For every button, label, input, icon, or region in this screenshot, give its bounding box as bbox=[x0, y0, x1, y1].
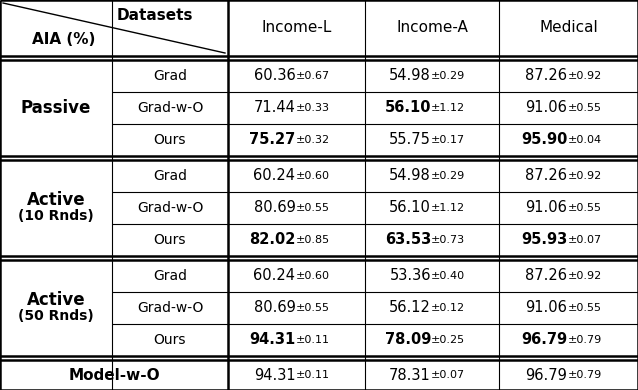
Text: ±1.12: ±1.12 bbox=[431, 103, 465, 113]
Text: ±0.67: ±0.67 bbox=[295, 71, 330, 81]
Text: ±0.29: ±0.29 bbox=[431, 71, 465, 81]
Text: ±0.11: ±0.11 bbox=[295, 335, 329, 345]
Text: 54.98: 54.98 bbox=[389, 168, 431, 184]
Text: 78.31: 78.31 bbox=[389, 367, 431, 383]
Text: ±0.79: ±0.79 bbox=[567, 370, 602, 380]
Text: ±0.55: ±0.55 bbox=[295, 303, 329, 313]
Text: 94.31: 94.31 bbox=[254, 367, 295, 383]
Text: 55.75: 55.75 bbox=[389, 133, 431, 147]
Text: 91.06: 91.06 bbox=[526, 101, 567, 115]
Text: ±0.29: ±0.29 bbox=[431, 171, 465, 181]
Text: 75.27: 75.27 bbox=[249, 133, 295, 147]
Text: 80.69: 80.69 bbox=[254, 301, 295, 316]
Text: ±0.55: ±0.55 bbox=[567, 203, 602, 213]
Text: AIA (%): AIA (%) bbox=[32, 32, 96, 48]
Text: 63.53: 63.53 bbox=[385, 232, 431, 248]
Text: ±0.04: ±0.04 bbox=[567, 135, 602, 145]
Text: 87.26: 87.26 bbox=[526, 69, 567, 83]
Text: ±0.60: ±0.60 bbox=[295, 171, 329, 181]
Text: 96.79: 96.79 bbox=[526, 367, 567, 383]
Text: 91.06: 91.06 bbox=[526, 200, 567, 216]
Text: Datasets: Datasets bbox=[117, 9, 193, 23]
Text: 56.10: 56.10 bbox=[385, 101, 431, 115]
Text: 56.12: 56.12 bbox=[389, 301, 431, 316]
Text: ±0.12: ±0.12 bbox=[431, 303, 465, 313]
Text: 60.36: 60.36 bbox=[254, 69, 295, 83]
Text: 56.10: 56.10 bbox=[389, 200, 431, 216]
Text: 87.26: 87.26 bbox=[526, 268, 567, 284]
Text: Income-A: Income-A bbox=[396, 21, 468, 35]
Text: ±0.79: ±0.79 bbox=[567, 335, 602, 345]
Text: 60.24: 60.24 bbox=[253, 268, 295, 284]
Text: ±0.55: ±0.55 bbox=[295, 203, 329, 213]
Text: Grad-w-O: Grad-w-O bbox=[137, 301, 203, 315]
Text: Active: Active bbox=[27, 291, 85, 309]
Text: ±0.25: ±0.25 bbox=[431, 335, 465, 345]
Text: Medical: Medical bbox=[539, 21, 598, 35]
Text: ±0.85: ±0.85 bbox=[295, 235, 330, 245]
Text: 53.36: 53.36 bbox=[390, 268, 431, 284]
Text: 71.44: 71.44 bbox=[254, 101, 295, 115]
Text: 60.24: 60.24 bbox=[253, 168, 295, 184]
Text: 78.09: 78.09 bbox=[385, 333, 431, 347]
Text: ±0.33: ±0.33 bbox=[295, 103, 329, 113]
Text: ±0.92: ±0.92 bbox=[567, 71, 602, 81]
Text: Grad-w-O: Grad-w-O bbox=[137, 101, 203, 115]
Text: ±1.12: ±1.12 bbox=[431, 203, 465, 213]
Text: ±0.92: ±0.92 bbox=[567, 171, 602, 181]
Text: ±0.11: ±0.11 bbox=[295, 370, 329, 380]
Text: 82.02: 82.02 bbox=[249, 232, 295, 248]
Text: ±0.73: ±0.73 bbox=[431, 235, 465, 245]
Text: ±0.32: ±0.32 bbox=[295, 135, 330, 145]
Text: 91.06: 91.06 bbox=[526, 301, 567, 316]
Text: Grad: Grad bbox=[153, 269, 187, 283]
Text: (50 Rnds): (50 Rnds) bbox=[18, 309, 94, 323]
Text: 95.90: 95.90 bbox=[521, 133, 567, 147]
Text: ±0.07: ±0.07 bbox=[567, 235, 602, 245]
Text: 96.79: 96.79 bbox=[521, 333, 567, 347]
Text: Grad-w-O: Grad-w-O bbox=[137, 201, 203, 215]
Text: Grad: Grad bbox=[153, 69, 187, 83]
Text: 95.93: 95.93 bbox=[521, 232, 567, 248]
Text: Model-w-O: Model-w-O bbox=[68, 367, 160, 383]
Text: ±0.55: ±0.55 bbox=[567, 103, 602, 113]
Text: Grad: Grad bbox=[153, 169, 187, 183]
Text: Active: Active bbox=[27, 191, 85, 209]
Text: Ours: Ours bbox=[154, 333, 186, 347]
Text: ±0.92: ±0.92 bbox=[567, 271, 602, 281]
Text: ±0.40: ±0.40 bbox=[431, 271, 465, 281]
Text: 54.98: 54.98 bbox=[389, 69, 431, 83]
Text: ±0.17: ±0.17 bbox=[431, 135, 465, 145]
Text: Passive: Passive bbox=[21, 99, 91, 117]
Text: 87.26: 87.26 bbox=[526, 168, 567, 184]
Text: ±0.60: ±0.60 bbox=[295, 271, 329, 281]
Text: Income-L: Income-L bbox=[262, 21, 332, 35]
Text: Ours: Ours bbox=[154, 133, 186, 147]
Text: ±0.55: ±0.55 bbox=[567, 303, 602, 313]
Text: 80.69: 80.69 bbox=[254, 200, 295, 216]
Text: (10 Rnds): (10 Rnds) bbox=[18, 209, 94, 223]
Text: 94.31: 94.31 bbox=[249, 333, 295, 347]
Text: Ours: Ours bbox=[154, 233, 186, 247]
Text: ±0.07: ±0.07 bbox=[431, 370, 465, 380]
